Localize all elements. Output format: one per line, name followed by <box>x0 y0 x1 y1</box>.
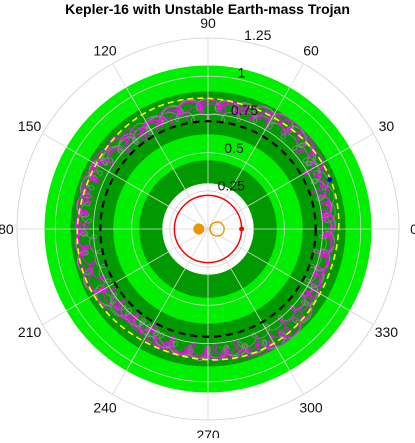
radial-tick-label-3: 1 <box>238 65 246 81</box>
angle-tick-label-0: 0 <box>410 221 415 237</box>
radial-tick-label-2: 0.75 <box>231 102 258 118</box>
star-b-marker <box>209 221 225 237</box>
angle-tick-label-11: 330 <box>375 324 399 340</box>
angle-tick-label-4: 120 <box>93 43 117 59</box>
angle-grid-spoke-1 <box>207 133 374 230</box>
angle-grid-spoke-8 <box>112 228 209 395</box>
angle-grid-spoke-7 <box>42 228 209 325</box>
gray-trajectory-2 <box>75 98 336 359</box>
angle-tick-label-7: 210 <box>18 324 42 340</box>
angle-tick-label-8: 240 <box>93 399 117 415</box>
angle-tick-label-5: 150 <box>18 118 42 134</box>
angle-tick-label-1: 30 <box>379 118 395 134</box>
angle-grid-spoke-10 <box>207 228 304 395</box>
star-a-marker <box>193 223 205 235</box>
angle-grid-spoke-5 <box>42 133 209 230</box>
angle-grid-spoke-2 <box>207 63 304 230</box>
angle-tick-label-6: 180 <box>0 221 14 237</box>
angle-tick-label-3: 90 <box>200 15 216 31</box>
radial-tick-labels: 0.25 0.5 0.75 1 1.25 <box>218 27 272 193</box>
magenta-trajectory-1 <box>77 100 334 357</box>
habitable-zone-3 <box>139 160 277 298</box>
radial-tick-label-4: 1.25 <box>244 27 271 43</box>
magenta-trajectory-2 <box>77 103 332 360</box>
planet-orbit <box>99 120 317 338</box>
angle-grid-spoke-4 <box>112 63 209 230</box>
planet-position-marker <box>327 177 333 183</box>
habitable-zone-1 <box>70 91 346 367</box>
radial-tick-label-0: 0.25 <box>218 177 245 193</box>
angle-tick-label-9: 270 <box>196 427 220 438</box>
binary-position-marker <box>239 226 245 232</box>
angle-tick-labels: 0 30 60 90 120 150 180 210 240 270 300 330 <box>0 15 415 443</box>
chart-title: Kepler-16 with Unstable Earth-mass Troja… <box>65 1 350 17</box>
angle-grid-spoke-11 <box>207 228 374 325</box>
radial-tick-label-1: 0.5 <box>224 140 244 156</box>
body-markers <box>193 177 333 237</box>
angle-tick-label-2: 60 <box>303 43 319 59</box>
polar-grid <box>16 37 400 421</box>
angle-tick-label-10: 300 <box>299 399 323 415</box>
